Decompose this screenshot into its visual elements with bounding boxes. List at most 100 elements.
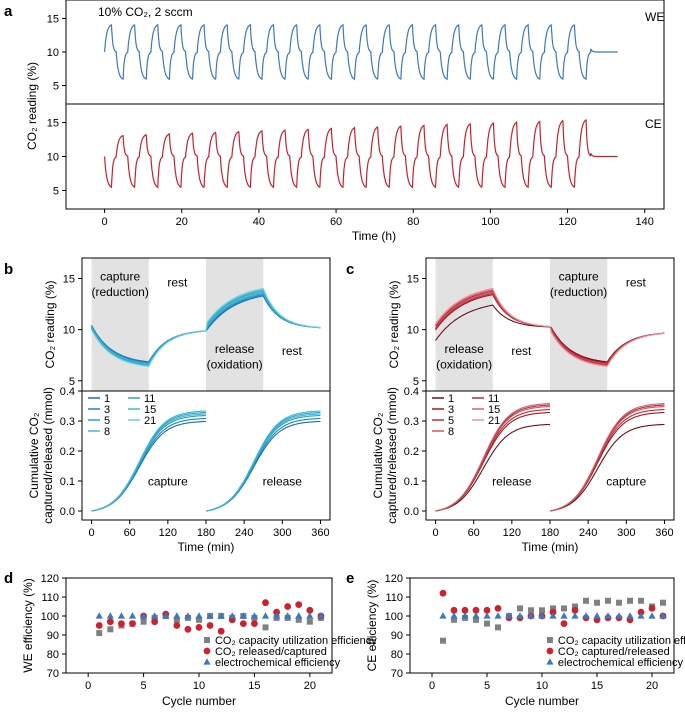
panel-e-point-triangle (461, 612, 469, 619)
panel-b-bottom-ytick-label: 0.1 (60, 476, 75, 488)
panel-d-xtick-label: 0 (85, 680, 91, 692)
panel-c-bottom-ytick-label: 0.4 (404, 386, 419, 398)
panel-b-xtick-label: 300 (273, 527, 291, 539)
panel-d-point-circle (95, 622, 103, 629)
panel-b-bottom-series (205, 410, 321, 512)
panel-e-point-triangle (505, 612, 513, 619)
panel-b-shaded-region (206, 258, 264, 391)
panel-d-point-triangle (217, 612, 225, 619)
panel-e-legend-label: CO₂ capacity utilization efficiency (558, 635, 685, 647)
panel-c-xtick-label: 240 (579, 527, 597, 539)
panel-a-xtick-label: 120 (558, 216, 576, 228)
panel-c-top-ytick-label: 15 (407, 273, 419, 285)
panel-c-bottom-series (435, 403, 550, 512)
panel-b-legend-label: 8 (104, 426, 110, 438)
panel-d-point-triangle (306, 612, 314, 619)
panel-d-point-circle (118, 620, 125, 627)
panel-d-legend-label: electrochemical efficiency (215, 657, 341, 669)
panel-c-xtick-label: 180 (541, 527, 559, 539)
panel-b-legend-label: 5 (104, 415, 110, 427)
panel-e-point-square (440, 637, 446, 644)
panel-d-point-circle (295, 601, 303, 608)
panel-c-top-annotation: capture (559, 270, 599, 284)
panel-e-point-triangle (582, 612, 590, 619)
panel-d-legend-marker (203, 647, 211, 655)
panel-d-point-circle (273, 608, 280, 616)
panel-b-xlabel: Time (min) (178, 540, 235, 554)
panel-d-ytick-label: 110 (41, 592, 59, 604)
panel-d-point-circle (173, 622, 181, 629)
panel-e-point-triangle (648, 612, 656, 619)
panel-e-point-triangle (450, 612, 458, 619)
panel-c-legend-label: 11 (488, 393, 499, 405)
panel-e-point-triangle (604, 612, 612, 619)
panel-a-xtick-label: 40 (253, 216, 265, 228)
panel-b-legend-label: 3 (104, 404, 110, 416)
panel-e-point-triangle (659, 612, 667, 619)
panel-e-xtick-label: 0 (429, 680, 435, 692)
panel-c-bottom-ytick-label: 0.3 (404, 416, 419, 428)
panel-e-point-circle (472, 606, 480, 614)
panel-label-b: b (4, 261, 13, 278)
panel-c-bottom-series (549, 408, 665, 512)
panel-b-bottom-annotation: release (263, 475, 303, 489)
panel-c-legend-label: 3 (448, 404, 454, 416)
panel-e-point-circle (637, 608, 645, 616)
panel-e-point-square (605, 597, 611, 604)
panel-e-ytick-label: 100 (385, 611, 403, 623)
panel-a-ytick-label: 5 (53, 81, 59, 93)
panel-e-point-triangle (472, 612, 480, 619)
panel-c-shaded-region (435, 258, 493, 391)
panel-c-bottom-series (549, 406, 665, 512)
panel-e-point-square (495, 624, 501, 631)
panel-e-point-square (517, 605, 523, 612)
panel-c-bottom-ytick-label: 0.1 (404, 476, 419, 488)
panel-d-point-triangle (261, 612, 270, 619)
panel-b-xtick-label: 0 (88, 527, 94, 539)
panel-d-point-triangle (250, 612, 259, 619)
panel-c-top-ylabel: CO₂ reading (%) (387, 280, 401, 368)
panel-e-point-triangle (527, 612, 535, 619)
panel-e-point-circle (648, 605, 656, 612)
panel-e-point-circle (461, 606, 469, 614)
panel-d-point-circle (184, 625, 192, 633)
panel-a-series-ce (104, 119, 618, 189)
panel-d-point-triangle (284, 612, 292, 619)
panel-e-point-square (627, 597, 633, 604)
panel-d-ytick-label: 120 (41, 573, 59, 585)
panel-e-point-triangle (439, 612, 447, 619)
panel-c-top-annotation: release (444, 342, 484, 356)
panel-d-point-square (96, 630, 103, 637)
panel-c-xtick-label: 300 (617, 527, 635, 539)
panel-a-xtick-label: 60 (330, 216, 342, 228)
panel-b-bottom-series (205, 417, 321, 512)
panel-c-bottom-ytick-label: 0.0 (404, 506, 419, 518)
panel-b-top-annotation: (reduction) (91, 285, 148, 299)
panel-d-point-square (107, 626, 114, 633)
panel-d-point-triangle (206, 612, 214, 619)
panel-b-bottom-ytick-label: 0.3 (60, 416, 75, 428)
panel-d-xtick-label: 10 (193, 680, 205, 692)
panel-e-point-square (473, 616, 479, 623)
panel-a-ytick-label: 10 (47, 47, 59, 59)
panel-d-point-circle (284, 603, 292, 610)
panel-c-legend-label: 5 (448, 415, 454, 427)
panel-c-legend-label: 15 (488, 404, 500, 416)
panel-d-point-circle (206, 622, 214, 629)
panel-label-c: c (346, 261, 354, 278)
panel-a-ytick-label: 15 (47, 13, 59, 25)
panel-e-point-square (616, 599, 622, 606)
panel-d-ylabel: WE efficiency (%) (21, 578, 35, 672)
panel-a-condition: 10% CO₂, 2 sccm (98, 5, 193, 19)
panel-c-legend-label: 8 (448, 426, 454, 438)
panel-e-point-triangle (615, 612, 623, 619)
panel-e-xtick-label: 20 (646, 680, 658, 692)
panel-e-point-triangle (571, 612, 579, 619)
panel-e-ytick-label: 80 (391, 649, 403, 661)
panel-b-xtick-label: 60 (124, 527, 136, 539)
panel-d-point-triangle (162, 612, 170, 619)
panel-b-bottom-annotation: capture (148, 475, 188, 489)
panel-e-point-triangle (626, 612, 634, 619)
panel-a-ce-label: CE (645, 117, 662, 131)
panel-e-point-square (572, 603, 578, 610)
